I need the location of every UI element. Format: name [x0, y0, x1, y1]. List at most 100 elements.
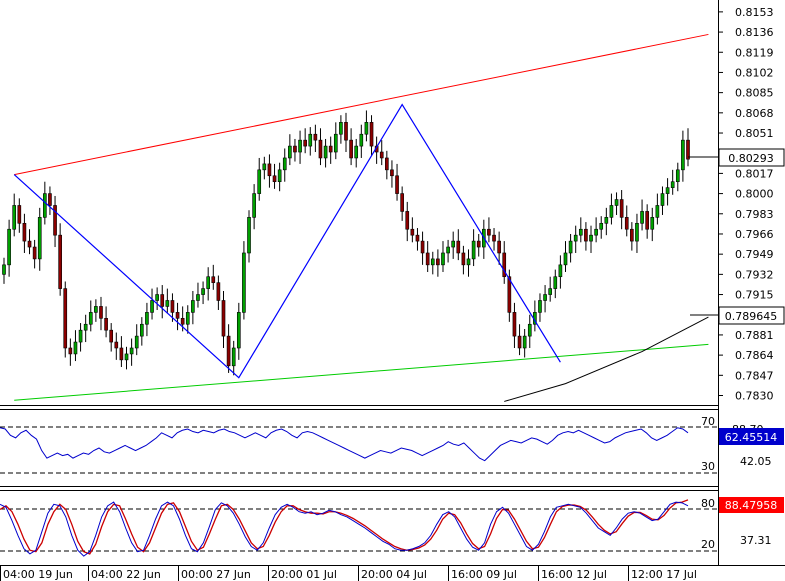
price-panel: 0.8153 0.8136 0.8119 0.8102 0.8085 0.8068 0.80…: [0, 0, 785, 565]
candle-body: [538, 300, 542, 313]
candle-body: [262, 163, 267, 171]
candle: [48, 186, 52, 215]
candle: [12, 193, 17, 237]
candle: [517, 324, 522, 356]
candle: [563, 241, 568, 272]
candle-body: [594, 228, 598, 236]
candle-body: [318, 139, 323, 159]
candle: [543, 285, 547, 313]
candle: [584, 222, 588, 251]
last-price-label: 0.80293: [728, 152, 774, 165]
candlesticks: [2, 110, 690, 376]
candle-body: [288, 145, 292, 159]
candle-body: [609, 205, 614, 218]
candle: [655, 193, 660, 225]
candle-body: [48, 193, 52, 206]
candle-body: [226, 335, 231, 367]
candle-body: [12, 205, 17, 230]
candle: [155, 287, 159, 310]
candle: [104, 306, 108, 338]
candle-body: [43, 193, 47, 218]
candle-body: [379, 151, 384, 159]
candle-body: [58, 234, 62, 289]
last-price-tag: 0.80293: [688, 148, 785, 167]
candle-body: [635, 222, 639, 242]
candle: [7, 219, 11, 277]
candle-body: [650, 217, 655, 230]
candle: [415, 228, 420, 251]
candle: [624, 205, 629, 237]
candle: [471, 229, 476, 267]
candle: [502, 241, 507, 284]
candle: [165, 288, 170, 314]
candle: [558, 255, 563, 289]
candle: [328, 136, 333, 164]
candle: [568, 233, 573, 263]
candle-body: [216, 282, 221, 301]
candle: [430, 251, 435, 275]
candle-body: [272, 175, 277, 183]
candle: [405, 201, 410, 242]
candle: [298, 130, 302, 164]
time-axis: 04:00 19 Jun 04:00 22 Jun 00:00 27 Jun 20:0…: [0, 565, 697, 581]
candle-body: [578, 228, 583, 236]
candle: [63, 281, 68, 358]
stochastic-tick-80: 80: [701, 497, 715, 510]
stochastic-panel: 80 20 37.31 88.47958: [0, 490, 785, 566]
candle-body: [68, 347, 73, 355]
time-tick-label: 16:00 09 Jul: [451, 568, 517, 581]
candle: [109, 323, 114, 352]
candle: [236, 302, 241, 360]
candle-body: [221, 300, 226, 337]
price-tick-label: 0.8068: [735, 107, 774, 120]
candle-body: [400, 193, 404, 212]
candle: [262, 156, 267, 180]
candle: [527, 314, 532, 348]
candle: [578, 217, 583, 243]
candle-body: [441, 252, 445, 266]
candle-body: [420, 240, 425, 254]
price-tick-label: 0.8017: [735, 167, 774, 180]
candle-body: [267, 163, 272, 177]
candle-body: [630, 228, 634, 242]
candle-body: [385, 157, 389, 171]
candle: [267, 154, 272, 188]
candle: [308, 127, 313, 156]
zigzag-pattern-line: [13, 103, 561, 379]
candle-body: [27, 240, 32, 248]
candle-body: [53, 205, 57, 236]
candle-body: [7, 228, 11, 266]
candle-body: [675, 169, 680, 183]
candle-body: [604, 217, 609, 224]
candle: [395, 163, 399, 201]
candle: [145, 302, 149, 337]
candle: [553, 269, 558, 299]
candle: [99, 296, 103, 331]
candle-body: [589, 234, 593, 242]
candle: [247, 210, 251, 263]
price-tick-label: 0.7847: [735, 369, 774, 382]
candle: [175, 302, 180, 331]
candle-body: [150, 300, 154, 313]
candle: [114, 332, 119, 360]
candle: [272, 163, 277, 189]
time-tick-label: 12:00 17 Jul: [631, 568, 697, 581]
candle-body: [247, 217, 251, 254]
candle-body: [114, 341, 119, 349]
candle-body: [349, 139, 353, 159]
candle-body: [231, 347, 236, 367]
candle: [359, 124, 364, 158]
candle: [344, 112, 348, 153]
candle-body: [415, 234, 420, 242]
candle-body: [660, 193, 665, 206]
candle-body: [390, 169, 394, 177]
candle: [140, 317, 144, 346]
candle-body: [88, 312, 93, 325]
candle-body: [517, 335, 522, 349]
candle-body: [507, 276, 512, 313]
candle-body: [140, 323, 144, 337]
candle: [451, 231, 456, 259]
candle-body: [99, 306, 103, 319]
price-tick-label: 0.7830: [735, 389, 774, 402]
